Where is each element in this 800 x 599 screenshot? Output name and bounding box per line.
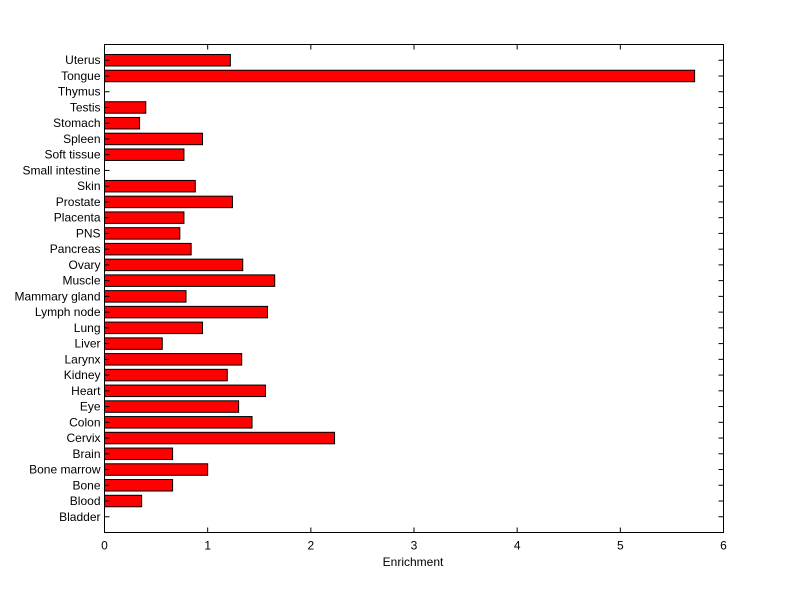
y-tick-label-ovary: Ovary	[68, 258, 100, 272]
bar-pns	[104, 227, 181, 240]
y-tick-label-bone-marrow: Bone marrow	[29, 463, 101, 477]
bar-eye	[104, 400, 240, 413]
bar-liver	[104, 337, 163, 350]
bar-kidney	[104, 368, 228, 382]
y-tick-label-liver: Liver	[74, 337, 100, 351]
y-tick-label-soft-tissue: Soft tissue	[44, 148, 100, 162]
y-tick-label-larynx: Larynx	[64, 352, 100, 366]
y-tick-label-small-intestine: Small intestine	[22, 163, 100, 177]
x-tick-label-4: 4	[514, 539, 521, 553]
y-tick-label-uterus: Uterus	[65, 53, 100, 67]
bar-stomach	[104, 116, 141, 130]
y-tick-label-bone: Bone	[72, 478, 100, 492]
y-tick-label-lung: Lung	[74, 321, 101, 335]
y-tick-label-tongue: Tongue	[61, 69, 101, 83]
y-tick-label-heart: Heart	[71, 384, 101, 398]
y-tick-label-cervix: Cervix	[66, 431, 100, 445]
y-tick-label-pns: PNS	[76, 226, 101, 240]
y-tick-label-blood: Blood	[70, 494, 101, 508]
bar-spleen	[104, 132, 204, 146]
y-tick-label-stomach: Stomach	[53, 116, 100, 130]
x-tick-label-0: 0	[101, 539, 108, 553]
bar-larynx	[104, 353, 243, 366]
bar-bone	[104, 479, 174, 492]
y-tick-label-prostate: Prostate	[56, 195, 101, 209]
bars-group	[104, 53, 696, 508]
y-tick-label-brain: Brain	[72, 447, 100, 461]
bar-brain	[104, 447, 174, 461]
y-tick-label-kidney: Kidney	[64, 368, 101, 382]
y-tick-label-mammary-gland: Mammary gland	[14, 289, 100, 303]
x-axis-label: Enrichment	[383, 555, 444, 569]
bar-bone-marrow	[104, 463, 209, 476]
bar-blood	[104, 494, 143, 508]
y-tick-label-testis: Testis	[70, 100, 101, 114]
x-tick-label-1: 1	[204, 539, 211, 553]
y-tick-label-skin: Skin	[77, 179, 100, 193]
plot-frame	[104, 44, 724, 533]
x-tick-label-2: 2	[307, 539, 314, 553]
bar-ovary	[104, 258, 244, 272]
y-tick-label-bladder: Bladder	[59, 510, 100, 524]
bar-skin	[104, 179, 196, 193]
y-tick-label-thymus: Thymus	[58, 85, 101, 99]
ticks-group	[104, 44, 724, 533]
bar-pancreas	[104, 242, 192, 256]
y-tick-label-colon: Colon	[69, 415, 100, 429]
bar-heart	[104, 384, 266, 398]
bar-cervix	[104, 431, 336, 445]
x-tick-label-3: 3	[411, 539, 418, 553]
x-tick-label-5: 5	[617, 539, 624, 553]
bar-soft-tissue	[104, 148, 185, 161]
bar-colon	[104, 416, 253, 429]
bar-tongue	[104, 69, 696, 83]
y-tick-label-lymph-node: Lymph node	[35, 305, 101, 319]
bar-testis	[104, 101, 147, 114]
bar-lymph-node	[104, 305, 268, 319]
x-tick-label-6: 6	[720, 539, 727, 553]
y-tick-label-placenta: Placenta	[54, 211, 101, 225]
bar-uterus	[104, 53, 231, 67]
bar-lung	[104, 321, 204, 335]
y-tick-label-eye: Eye	[80, 400, 101, 414]
bar-placenta	[104, 211, 185, 224]
y-tick-label-muscle: Muscle	[62, 274, 100, 288]
y-tick-label-pancreas: Pancreas	[50, 242, 101, 256]
bar-muscle	[104, 274, 276, 287]
bar-prostate	[104, 195, 233, 209]
bar-mammary-gland	[104, 290, 187, 303]
y-tick-label-spleen: Spleen	[63, 132, 100, 146]
